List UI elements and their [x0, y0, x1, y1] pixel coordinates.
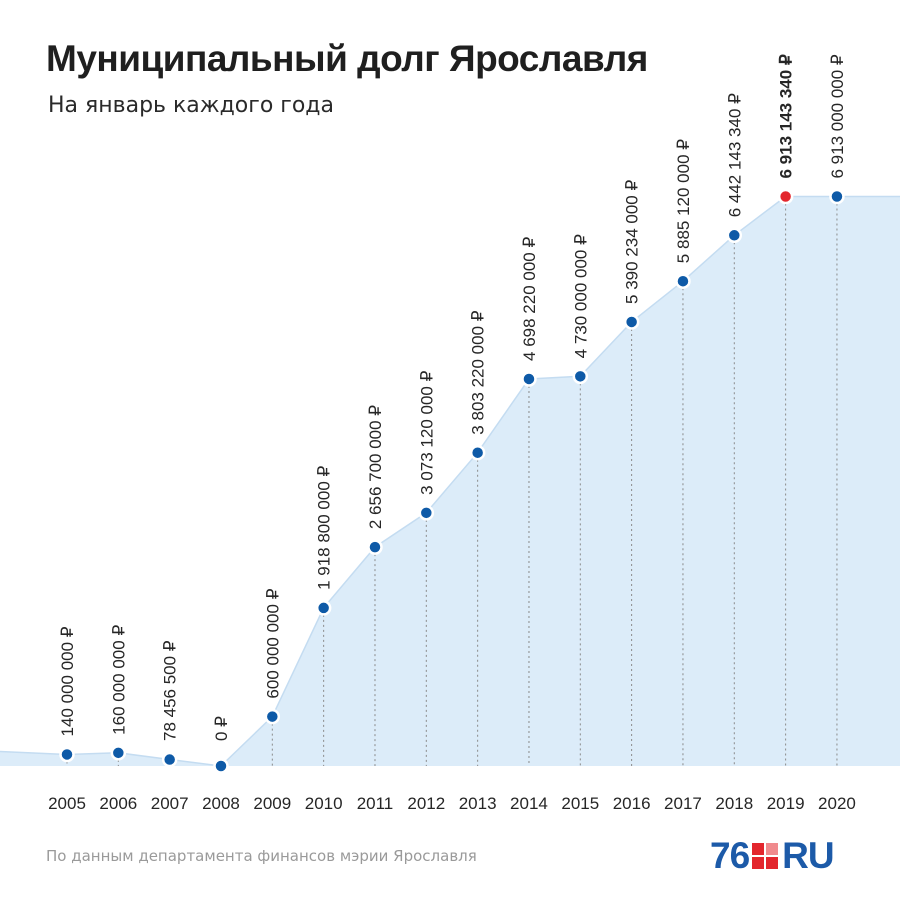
- x-tick-label: 2020: [818, 794, 856, 813]
- data-label: 6 913 143 340 ₽: [777, 54, 796, 178]
- x-tick-label: 2007: [151, 794, 189, 813]
- data-point: [521, 371, 537, 387]
- x-tick-label: 2015: [561, 794, 599, 813]
- x-tick-label: 2018: [715, 794, 753, 813]
- x-tick-label: 2012: [407, 794, 445, 813]
- x-tick-label: 2011: [357, 794, 394, 813]
- data-point: [777, 188, 794, 205]
- data-point: [829, 188, 845, 205]
- data-point: [418, 505, 435, 521]
- debt-area: [0, 196, 900, 766]
- data-label: 2 656 700 000 ₽: [366, 405, 385, 529]
- x-tick-label: 2019: [767, 794, 805, 813]
- data-label: 78 456 500 ₽: [161, 640, 180, 741]
- x-tick-label: 2010: [305, 794, 343, 813]
- data-label: 1 918 800 000 ₽: [315, 465, 334, 589]
- x-tick-label: 2005: [48, 794, 86, 813]
- data-label: 3 073 120 000 ₽: [417, 370, 436, 494]
- x-tick-label: 2016: [613, 794, 651, 813]
- x-tick-label: 2009: [253, 794, 291, 813]
- source-note: По данным департамента финансов мэрии Яр…: [46, 847, 477, 865]
- debt-line: [0, 195, 900, 767]
- data-label: 4 730 000 000 ₽: [571, 234, 590, 358]
- data-label: 5 885 120 000 ₽: [674, 139, 693, 263]
- data-point: [623, 314, 640, 330]
- data-label: 6 913 000 000 ₽: [828, 54, 847, 178]
- data-point: [572, 368, 589, 385]
- logo-suffix: RU: [782, 835, 834, 876]
- data-point: [213, 758, 229, 774]
- data-point: [469, 444, 486, 461]
- data-point: [264, 708, 281, 725]
- x-tick-label: 2006: [99, 794, 137, 813]
- x-tick-label: 2013: [459, 794, 497, 813]
- data-point: [110, 745, 127, 761]
- logo-number: 76: [710, 835, 750, 876]
- data-point: [675, 273, 691, 289]
- chart-subtitle: На январь каждого года: [48, 93, 334, 118]
- data-label: 0 ₽: [212, 716, 231, 741]
- x-tick-label: 2008: [202, 794, 240, 813]
- data-label: 5 390 234 000 ₽: [623, 180, 642, 304]
- chart-title: Муниципальный долг Ярославля: [46, 38, 648, 79]
- logo-squares-icon: [752, 843, 779, 869]
- data-label: 4 698 220 000 ₽: [520, 237, 539, 361]
- data-label: 160 000 000 ₽: [109, 625, 128, 735]
- x-tick-label: 2014: [510, 794, 548, 813]
- data-point: [315, 600, 332, 616]
- site-logo[interactable]: 76 RU: [710, 835, 835, 876]
- data-point: [59, 746, 75, 763]
- data-label: 140 000 000 ₽: [58, 626, 77, 736]
- data-label: 3 803 220 000 ₽: [469, 310, 488, 434]
- data-point: [726, 227, 743, 244]
- data-label: 600 000 000 ₽: [263, 588, 282, 698]
- x-tick-label: 2017: [664, 794, 702, 813]
- data-point: [161, 751, 178, 768]
- data-point: [367, 539, 383, 555]
- data-label: 6 442 143 340 ₽: [725, 93, 744, 217]
